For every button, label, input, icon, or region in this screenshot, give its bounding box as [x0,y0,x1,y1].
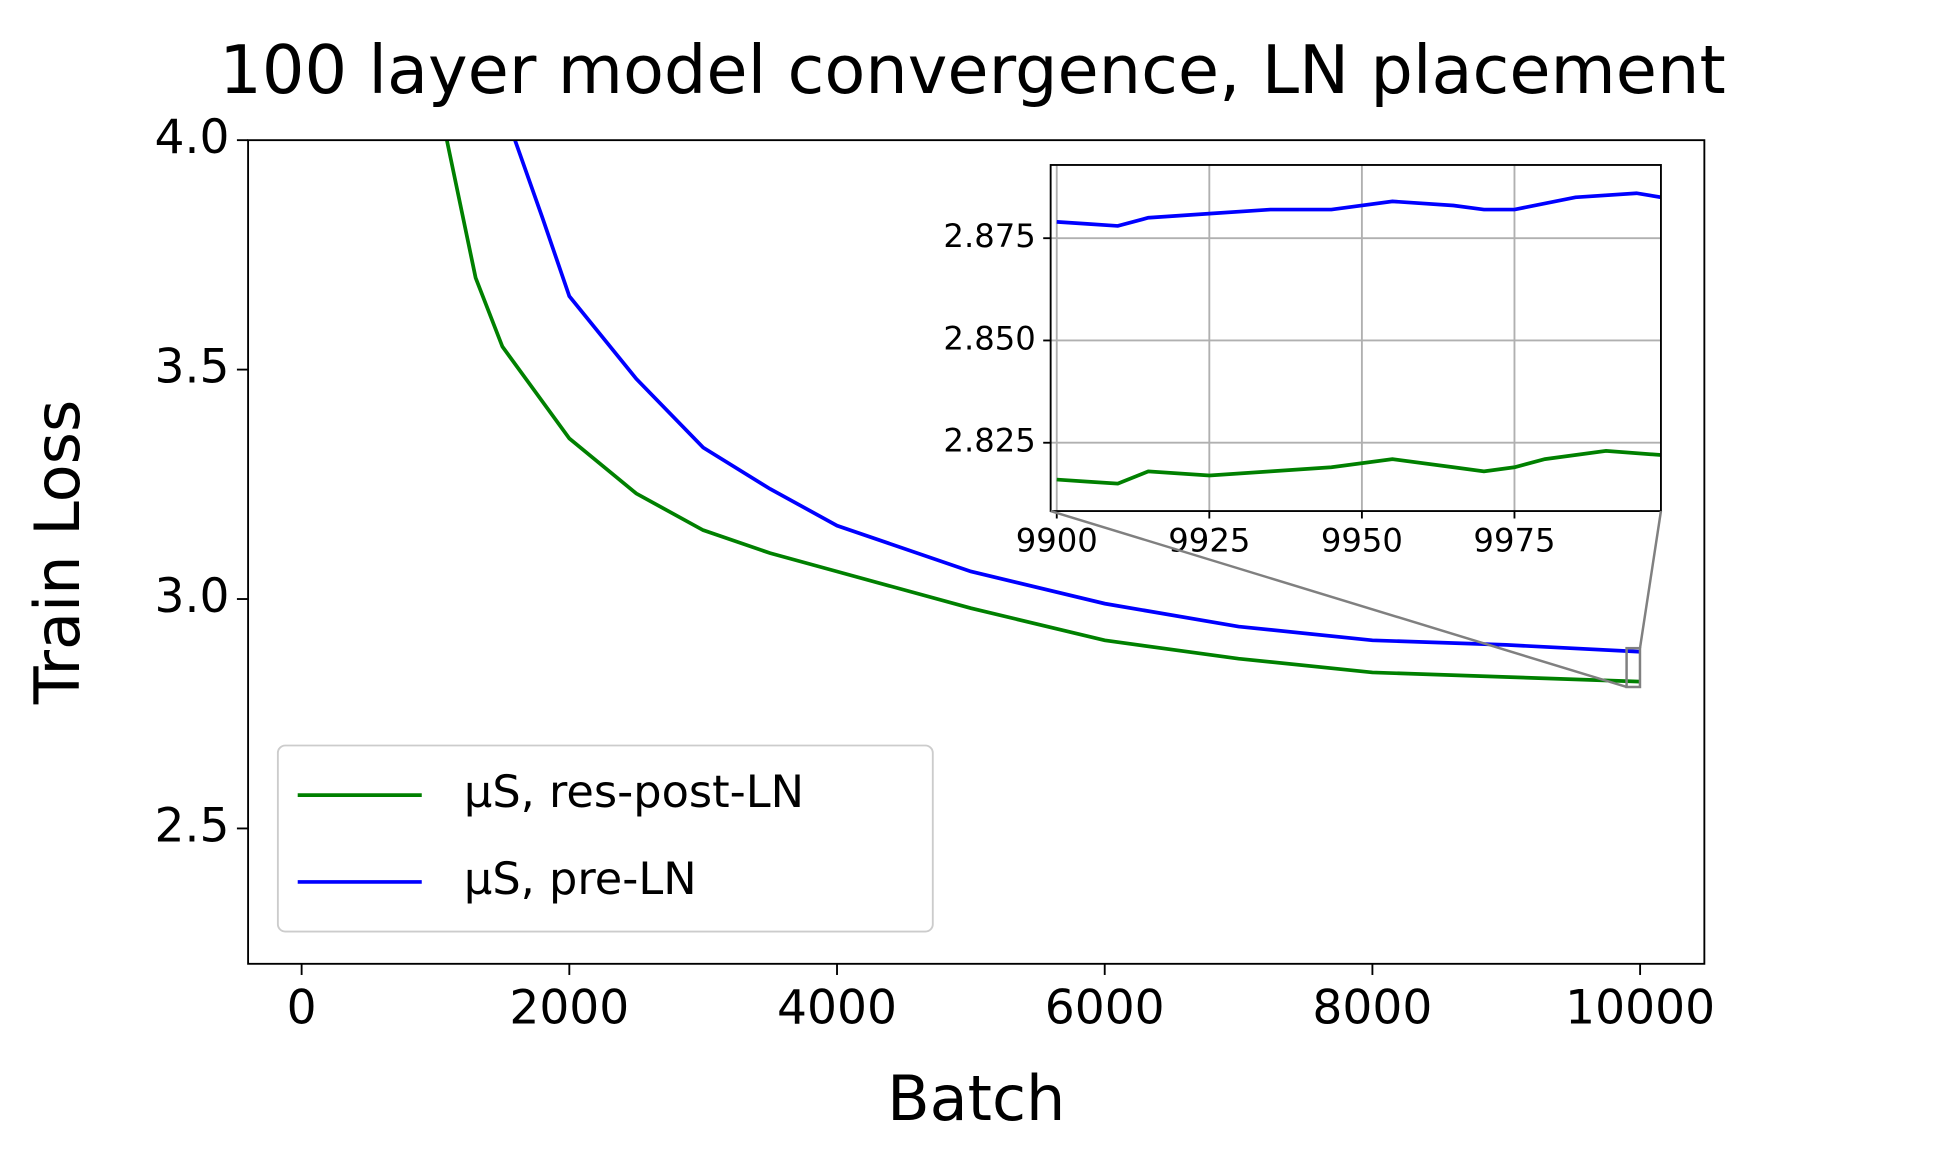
y-tick-label: 3.5 [155,340,230,395]
x-tick-label: 2000 [509,980,629,1035]
x-tick-label: 4000 [777,980,897,1035]
x-tick-label: 6000 [1045,980,1165,1035]
chart-title: 100 layer model convergence, LN placemen… [219,31,1725,109]
x-tick-label: 8000 [1312,980,1432,1035]
x-tick-label: 10000 [1565,980,1715,1035]
y-tick-label: 2.850 [943,319,1035,357]
legend-label: μS, pre-LN [464,853,697,905]
x-tick-label: 9900 [1016,522,1098,560]
y-tick-label: 3.0 [155,569,230,624]
y-tick-label: 2.825 [943,422,1035,460]
plot-background [1050,164,1661,512]
zoom-region [1625,646,1642,689]
y-tick-label: 2.5 [155,798,230,853]
zoom-connector [1638,510,1663,649]
series-line [1056,449,1661,486]
legend-box [276,744,934,933]
y-axis-label: Train Loss [21,400,94,706]
zoom-connector [1050,509,1627,689]
x-tick-label: 9925 [1168,522,1250,560]
plot-frame [247,139,1706,965]
y-tick-label: 4.0 [155,110,230,165]
series-line [1056,191,1661,228]
series-line [513,140,1641,654]
x-tick-label: 9950 [1321,522,1403,560]
series-line [445,140,1641,684]
x-tick-label: 0 [287,980,317,1035]
plot-frame [1049,164,1662,512]
x-axis-label: Batch [887,1062,1065,1135]
x-tick-label: 9975 [1473,522,1555,560]
legend-label: μS, res-post-LN [464,766,804,818]
y-tick-label: 2.875 [943,217,1035,255]
